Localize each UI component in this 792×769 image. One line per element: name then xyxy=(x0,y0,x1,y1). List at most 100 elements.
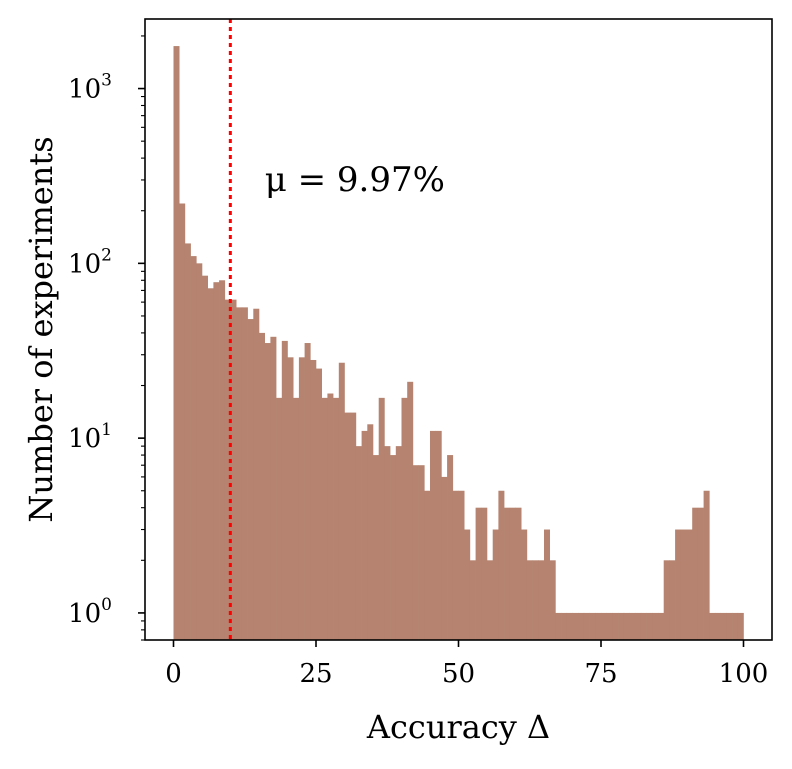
histogram-bar xyxy=(492,529,499,640)
histogram-bar xyxy=(606,612,613,640)
histogram-bar xyxy=(395,446,402,640)
histogram-bar xyxy=(623,612,630,640)
histogram-bar xyxy=(190,256,197,640)
histogram-bar xyxy=(224,299,231,640)
histogram-bar xyxy=(184,243,191,640)
histogram-bar xyxy=(378,397,385,640)
histogram-bar xyxy=(236,307,243,640)
histogram-bar xyxy=(316,368,322,640)
histogram-bar xyxy=(219,280,226,640)
histogram-bar xyxy=(578,612,585,640)
mean-annotation: μ = 9.97% xyxy=(265,160,445,200)
histogram-bar xyxy=(373,455,379,640)
histogram-bar xyxy=(304,343,311,640)
histogram-bar xyxy=(663,560,670,640)
histogram-bar xyxy=(253,308,260,640)
histogram-bar xyxy=(612,612,619,640)
bars-layer xyxy=(173,46,744,641)
y-tick-label: 102 xyxy=(68,245,112,279)
histogram-bar xyxy=(441,476,448,640)
y-tick-label: 100 xyxy=(68,595,112,629)
histogram-bar xyxy=(247,319,254,640)
histogram-bar xyxy=(680,529,687,640)
histogram-bar xyxy=(327,393,334,640)
histogram-bar xyxy=(344,412,351,640)
histogram-bar xyxy=(293,397,300,640)
histogram-bar xyxy=(737,612,744,640)
histogram-bar xyxy=(270,336,277,640)
histogram-bar xyxy=(384,446,391,640)
histogram-bar xyxy=(521,529,528,640)
histogram-bar xyxy=(361,430,368,640)
histogram-bar xyxy=(213,282,220,640)
y-axis-title: Number of experiments xyxy=(22,136,60,522)
histogram-bar xyxy=(561,612,568,640)
histogram-bar xyxy=(498,490,505,640)
histogram-bar xyxy=(458,490,465,640)
histogram-bar xyxy=(401,397,408,640)
y-tick-label: 101 xyxy=(68,420,112,454)
histogram-bar xyxy=(715,612,721,640)
histogram-bar xyxy=(481,507,488,640)
histogram-bar xyxy=(532,560,539,640)
histogram-bar xyxy=(202,275,208,640)
histogram-bar xyxy=(447,455,454,640)
histogram-bar xyxy=(310,359,317,640)
histogram-bar xyxy=(430,430,436,640)
histogram-bar xyxy=(703,490,710,640)
histogram-bar xyxy=(173,46,180,641)
histogram-bar xyxy=(241,307,248,640)
axes-layer xyxy=(138,18,773,647)
histogram-bar xyxy=(629,612,636,640)
histogram-bar xyxy=(555,612,562,640)
histogram-bar xyxy=(390,455,397,640)
labels-layer: 0 25 50 75 100 100 101 102 103 Accuracy Δ Number o… xyxy=(22,71,768,746)
histogram-bar xyxy=(298,357,305,640)
histogram-bar xyxy=(487,560,493,640)
histogram-bar xyxy=(726,612,733,640)
histogram-bar xyxy=(686,529,693,640)
histogram-bar xyxy=(464,529,471,640)
histogram-bar xyxy=(350,412,357,640)
histogram-bar xyxy=(435,430,442,640)
histogram-bar xyxy=(640,612,647,640)
histogram-bar xyxy=(504,507,511,640)
histogram-bar xyxy=(321,397,328,640)
histogram-bar xyxy=(281,340,288,640)
histogram-bar xyxy=(452,490,459,640)
histogram-bar xyxy=(333,397,340,640)
histogram-bar xyxy=(646,612,653,640)
histogram-bar xyxy=(259,332,265,640)
histogram-bar xyxy=(407,381,414,640)
histogram-bar xyxy=(526,560,533,640)
histogram-bar xyxy=(515,507,522,640)
histogram-bar xyxy=(583,612,590,640)
histogram-bar xyxy=(412,465,419,640)
histogram-bar xyxy=(692,507,699,640)
histogram-bar xyxy=(595,612,602,640)
histogram-bar xyxy=(367,424,374,640)
x-tick-label: 25 xyxy=(299,659,332,689)
histogram-bar xyxy=(601,612,607,640)
histogram-bar xyxy=(658,612,664,640)
histogram-bar xyxy=(572,612,579,640)
x-tick-label: 0 xyxy=(165,659,182,689)
histogram-bar xyxy=(469,560,476,640)
histogram-bar xyxy=(264,343,271,640)
histogram-bar xyxy=(538,560,545,640)
histogram-bar xyxy=(675,529,682,640)
histogram-bar xyxy=(652,612,659,640)
histogram-bar xyxy=(475,507,482,640)
histogram-bar xyxy=(589,612,596,640)
histogram-bar xyxy=(732,612,739,640)
histogram-bar xyxy=(276,397,283,640)
histogram-bar xyxy=(424,490,431,640)
x-axis-title: Accuracy Δ xyxy=(366,708,550,746)
histogram-bar xyxy=(669,560,676,640)
histogram-bar xyxy=(618,612,625,640)
histogram-bar xyxy=(549,560,556,640)
histogram-bar xyxy=(230,299,237,640)
histogram-bar xyxy=(179,203,186,640)
histogram-bar xyxy=(566,612,573,640)
